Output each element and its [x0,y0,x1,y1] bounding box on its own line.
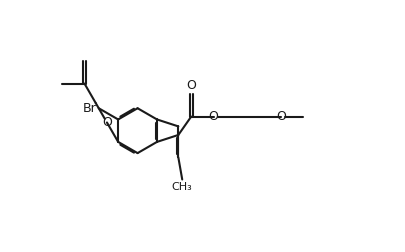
Text: O: O [208,110,218,123]
Text: CH₃: CH₃ [171,182,192,192]
Text: Br: Br [83,102,96,115]
Text: O: O [102,116,112,129]
Text: O: O [186,79,196,92]
Text: O: O [275,110,285,123]
